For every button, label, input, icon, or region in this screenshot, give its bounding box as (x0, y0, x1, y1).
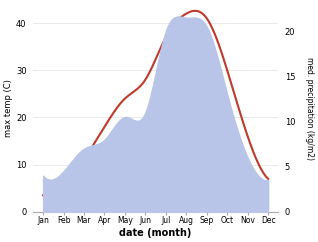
X-axis label: date (month): date (month) (119, 228, 192, 238)
Y-axis label: med. precipitation (kg/m2): med. precipitation (kg/m2) (305, 57, 314, 159)
Y-axis label: max temp (C): max temp (C) (4, 79, 13, 137)
